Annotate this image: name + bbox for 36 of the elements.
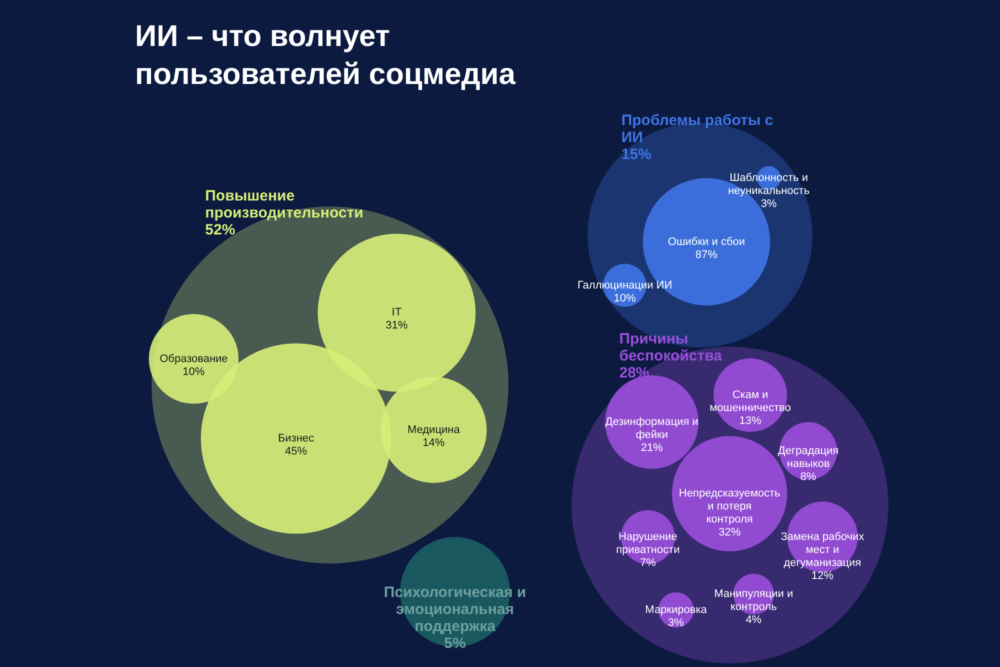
category-label: Замена рабочих мест и дегуманизация: [780, 530, 865, 569]
data-label: 7%: [640, 557, 656, 570]
data-label: 10%: [614, 292, 636, 304]
category-label: Манипуляции и контроль: [714, 588, 794, 614]
text: Проблемы работы с ИИ: [621, 112, 774, 146]
data-label: 31%: [386, 320, 408, 332]
text: Причины беспокойства: [619, 330, 723, 364]
data-label: 21%: [640, 442, 664, 454]
category-label: Скам и мошенничество: [710, 389, 791, 414]
text: 52%: [205, 222, 236, 239]
text: Повышение производительности: [205, 188, 364, 222]
data-label: 14%: [422, 436, 445, 449]
text: 15%: [621, 146, 652, 164]
text: ИИ – что волнует пользователей соцмедиа: [135, 20, 516, 91]
category-label: Шаблонность и неуникальность: [728, 172, 810, 197]
data-label: 3%: [668, 616, 684, 629]
data-label: 12%: [811, 570, 834, 582]
category-label: Бизнес: [278, 432, 315, 445]
data-label: 87%: [695, 248, 718, 261]
data-label: 13%: [739, 415, 762, 428]
text: 28%: [619, 364, 650, 382]
category-label: Ошибки и сбои: [668, 236, 746, 248]
category-label: Деградация навыков: [778, 444, 839, 470]
category-label: Непредсказуемость и потеря контроля: [678, 488, 781, 526]
category-label: Маркировка: [645, 604, 708, 616]
data-label: 4%: [746, 614, 762, 626]
data-label: 3%: [760, 198, 777, 210]
category-label: Нарушение приватности: [616, 531, 680, 556]
category-label: Образование: [160, 352, 228, 365]
data-label: 45%: [284, 446, 308, 458]
category-label: IT: [392, 306, 402, 319]
data-label: 10%: [182, 366, 205, 378]
data-label: 32%: [718, 526, 741, 539]
category-label: Дезинформация и фейки: [605, 416, 698, 442]
data-label: 8%: [800, 470, 816, 483]
category-label: Медицина: [407, 424, 461, 436]
